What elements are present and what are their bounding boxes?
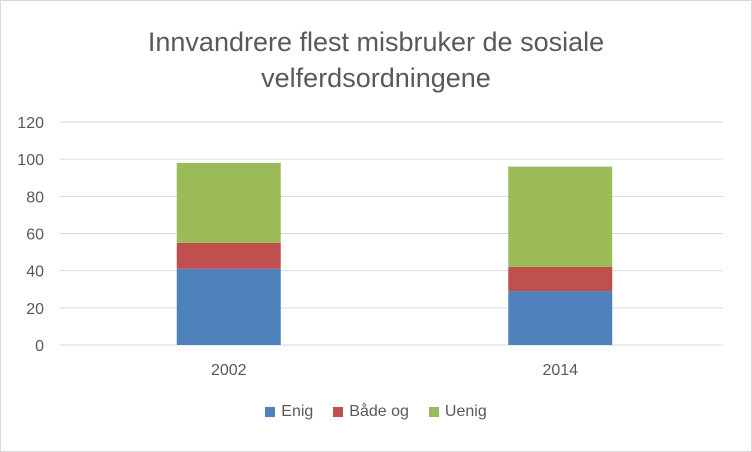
bar-segment-enig-2014	[508, 291, 613, 345]
legend-item-enig: Enig	[265, 403, 313, 421]
gridlines	[60, 121, 723, 346]
y-tick-label: 20	[26, 301, 44, 318]
x-axis-ticks: 2002 2014	[211, 362, 578, 379]
y-tick-label: 60	[26, 227, 44, 244]
bars	[176, 162, 613, 345]
bar-segment-uenig-2014	[508, 166, 613, 267]
y-tick-label: 120	[17, 115, 44, 132]
bar-segment-enig-2002	[176, 268, 281, 345]
y-tick-label: 80	[26, 189, 44, 206]
legend: Enig Både og Uenig	[0, 403, 752, 421]
bar-segment-bade-og-2002	[176, 242, 281, 269]
legend-item-bade-og: Både og	[333, 403, 409, 421]
bar-segment-uenig-2002	[176, 162, 281, 243]
legend-label-enig: Enig	[281, 403, 314, 420]
y-tick-label: 100	[17, 152, 44, 169]
legend-label-uenig: Uenig	[444, 403, 487, 420]
chart-title-line-2: velferdsordningene	[261, 63, 491, 93]
y-tick-label: 40	[26, 264, 44, 281]
legend-swatch-bade-og	[333, 407, 344, 417]
bar-segment-bade-og-2014	[508, 266, 613, 292]
chart-title: Innvandrere flest misbruker de sosiale v…	[0, 24, 752, 96]
y-axis-ticks: 0 20 40 60 80 100 120	[17, 115, 44, 355]
x-tick-label: 2014	[542, 362, 578, 379]
legend-item-uenig: Uenig	[428, 403, 487, 421]
legend-swatch-uenig	[428, 407, 439, 417]
y-tick-label: 0	[35, 338, 44, 355]
legend-swatch-enig	[265, 407, 276, 417]
legend-label-bade-og: Både og	[349, 403, 409, 420]
chart-title-line-1: Innvandrere flest misbruker de sosiale	[147, 27, 605, 57]
x-tick-label: 2002	[211, 362, 247, 379]
